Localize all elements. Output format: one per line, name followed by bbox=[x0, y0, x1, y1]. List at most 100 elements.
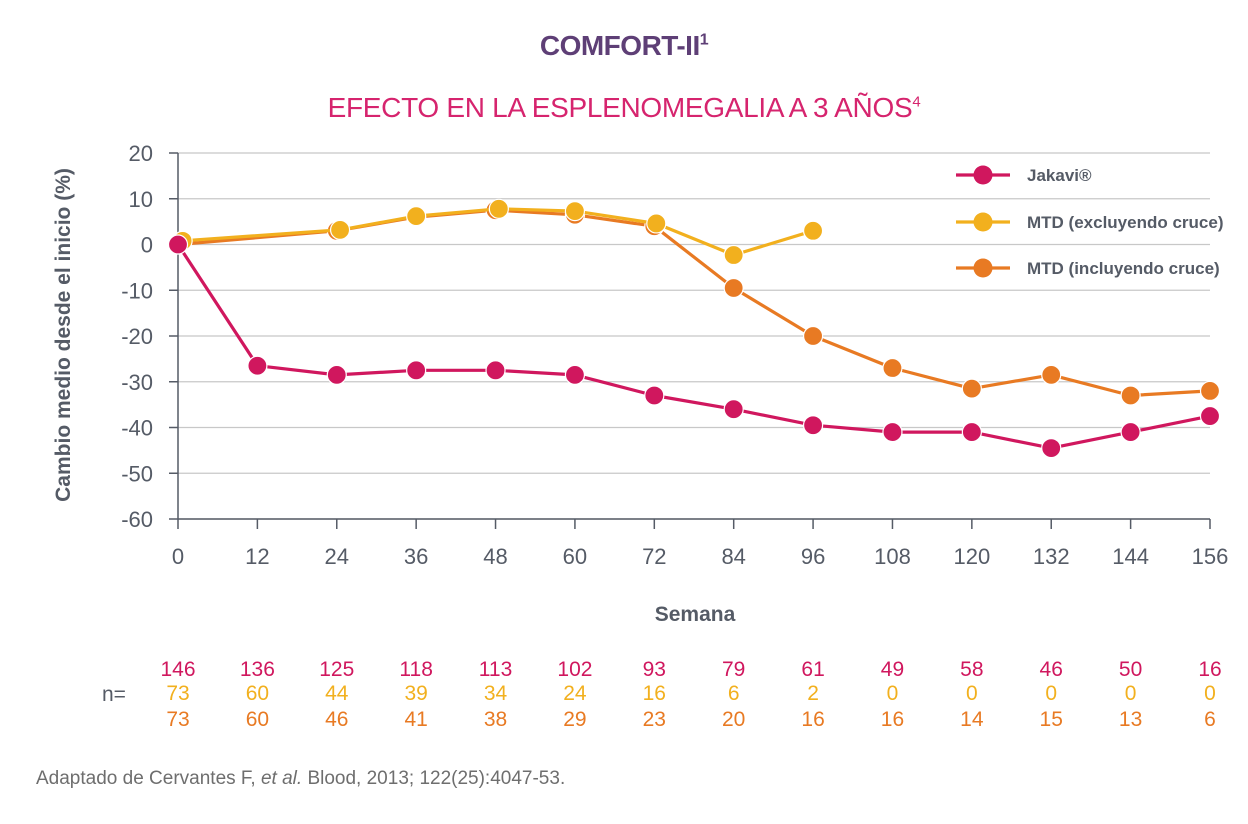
legend-marker-excl bbox=[973, 212, 993, 232]
series-line-jakavi bbox=[176, 243, 1211, 450]
source-footnote: Adaptado de Cervantes F, et al. Blood, 2… bbox=[36, 768, 565, 790]
n-value-jakavi: 113 bbox=[479, 658, 512, 681]
data-point-jakavi bbox=[802, 415, 824, 436]
n-value-jakavi: 102 bbox=[557, 658, 592, 681]
series-line-excl bbox=[182, 207, 814, 257]
x-tick-label: 12 bbox=[245, 544, 269, 569]
n-value-incl: 20 bbox=[722, 708, 745, 731]
x-tick-label: 120 bbox=[953, 544, 990, 569]
data-point-jakavi bbox=[167, 234, 189, 255]
n-value-jakavi: 146 bbox=[160, 658, 195, 681]
data-point-jakavi bbox=[723, 399, 744, 420]
n-value-jakavi: 125 bbox=[319, 658, 354, 681]
x-tick-label: 36 bbox=[404, 544, 428, 569]
data-point-jakavi bbox=[644, 385, 665, 406]
legend-item-jakavi: Jakavi® bbox=[956, 165, 1092, 185]
n-value-excl: 0 bbox=[887, 682, 899, 705]
n-value-excl: 39 bbox=[404, 682, 427, 705]
series-layer bbox=[167, 198, 1221, 459]
data-point-jakavi bbox=[406, 360, 427, 381]
data-point-jakavi bbox=[1120, 421, 1141, 443]
n-value-jakavi: 49 bbox=[881, 658, 904, 681]
n-value-excl: 2 bbox=[807, 682, 819, 705]
data-point-incl bbox=[882, 357, 903, 379]
n-value-jakavi: 61 bbox=[801, 658, 824, 681]
n-value-incl: 16 bbox=[881, 708, 904, 731]
data-point-excl bbox=[564, 201, 586, 222]
y-tick-label: 0 bbox=[141, 233, 153, 258]
n-value-excl: 0 bbox=[1125, 682, 1137, 705]
n-value-jakavi: 46 bbox=[1040, 658, 1063, 681]
data-point-excl bbox=[723, 244, 744, 266]
data-point-incl bbox=[1120, 385, 1141, 406]
x-tick-label: 0 bbox=[172, 544, 184, 569]
y-tick-label: -30 bbox=[121, 370, 153, 395]
x-tick-label: 108 bbox=[874, 544, 911, 569]
n-value-incl: 13 bbox=[1119, 708, 1142, 731]
legend-item-excl: MTD (excluyendo cruce) bbox=[956, 212, 1224, 232]
y-tick-labels: 20 10 0 -10 -20 -30 -40 -50 -60 bbox=[121, 141, 178, 532]
data-point-excl bbox=[329, 219, 351, 240]
n-value-excl: 44 bbox=[325, 682, 349, 705]
data-point-excl bbox=[802, 220, 824, 241]
footnote-italic: et al. bbox=[260, 768, 303, 789]
chart-subtitle-sup: 4 bbox=[912, 93, 921, 111]
x-tick-label: 132 bbox=[1033, 544, 1070, 569]
n-value-jakavi: 118 bbox=[399, 658, 432, 681]
x-tick-labels: 0 12 24 36 48 60 72 84 96 108 120 132 144 156 bbox=[172, 519, 1228, 569]
n-value-jakavi: 136 bbox=[240, 658, 275, 681]
n-value-incl: 16 bbox=[801, 708, 824, 731]
chart-subtitle-text: EFECTO EN LA ESPLENOMEGALIA A 3 AÑOS bbox=[327, 92, 913, 123]
legend-label-jakavi: Jakavi® bbox=[1027, 166, 1092, 185]
x-tick-label: 72 bbox=[642, 544, 666, 569]
n-value-incl: 73 bbox=[166, 708, 189, 731]
n-label: n= bbox=[102, 683, 126, 706]
n-value-incl: 41 bbox=[404, 708, 427, 731]
legend-item-incl: MTD (incluyendo cruce) bbox=[956, 258, 1220, 278]
n-value-excl: 60 bbox=[246, 682, 269, 705]
x-tick-label: 96 bbox=[801, 544, 825, 569]
data-point-incl bbox=[961, 378, 982, 399]
legend-label-excl: MTD (excluyendo cruce) bbox=[1027, 213, 1224, 232]
n-value-incl: 38 bbox=[484, 708, 507, 731]
n-value-excl: 24 bbox=[563, 682, 587, 705]
n-value-incl: 23 bbox=[643, 708, 666, 731]
data-point-incl bbox=[1041, 364, 1062, 385]
series-excl bbox=[172, 198, 824, 266]
legend-marker-jakavi bbox=[973, 165, 993, 185]
data-point-jakavi bbox=[564, 364, 586, 385]
x-axis-label: Semana bbox=[655, 603, 736, 626]
chart-title-sup: 1 bbox=[699, 31, 709, 49]
data-point-jakavi bbox=[485, 360, 506, 381]
x-tick-label: 144 bbox=[1112, 544, 1149, 569]
data-point-jakavi bbox=[326, 364, 347, 385]
n-value-excl: 0 bbox=[1045, 682, 1057, 705]
n-value-jakavi: 50 bbox=[1119, 658, 1142, 681]
y-tick-label: -60 bbox=[121, 507, 153, 532]
series-jakavi bbox=[167, 234, 1221, 459]
data-point-jakavi bbox=[961, 421, 982, 443]
n-value-excl: 0 bbox=[1204, 682, 1216, 705]
data-point-incl bbox=[1199, 380, 1221, 401]
y-tick-label: -40 bbox=[121, 416, 153, 441]
y-tick-label: 20 bbox=[129, 141, 153, 166]
n-value-incl: 15 bbox=[1040, 708, 1063, 731]
data-point-jakavi bbox=[1041, 437, 1062, 459]
data-point-excl bbox=[488, 198, 509, 219]
n-value-excl: 16 bbox=[643, 682, 666, 705]
y-axis-label: Cambio medio desde el inicio (%) bbox=[52, 168, 75, 502]
y-tick-label: -10 bbox=[121, 278, 153, 303]
footnote-after: Blood, 2013; 122(25):4047-53. bbox=[302, 768, 566, 789]
n-value-excl: 6 bbox=[728, 682, 740, 705]
x-tick-label: 156 bbox=[1192, 544, 1229, 569]
n-value-incl: 29 bbox=[563, 708, 586, 731]
data-point-jakavi bbox=[882, 421, 903, 443]
x-tick-label: 48 bbox=[483, 544, 507, 569]
y-tick-label: -50 bbox=[121, 461, 153, 486]
legend-marker-incl bbox=[973, 258, 993, 278]
x-tick-label: 60 bbox=[563, 544, 587, 569]
y-tick-label: 10 bbox=[129, 187, 153, 212]
chart-subtitle: EFECTO EN LA ESPLENOMEGALIA A 3 AÑOS4 bbox=[0, 92, 1248, 124]
